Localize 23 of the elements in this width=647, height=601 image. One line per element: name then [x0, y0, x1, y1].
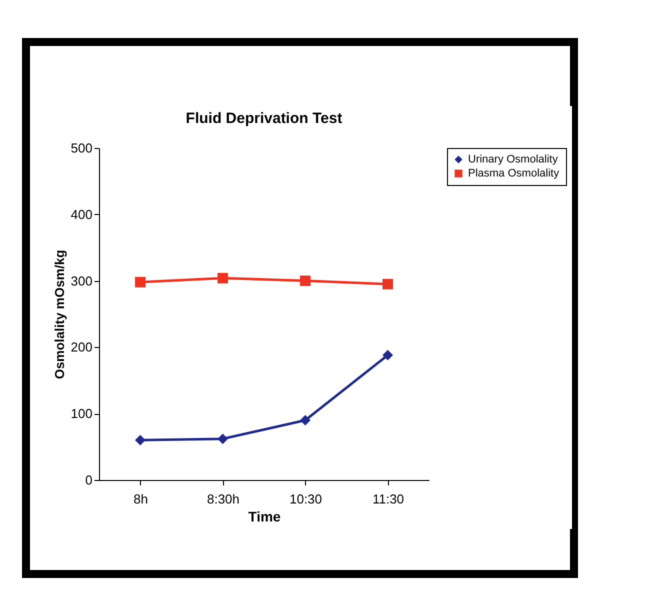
x-tick-label: 10:30	[289, 492, 322, 506]
y-tick-label: 0	[85, 472, 92, 488]
x-tick-label: 8:30h	[206, 492, 240, 506]
chart-title: Fluid Deprivation Test	[186, 110, 342, 127]
y-axis-title: Osmolality mOsm/kg	[52, 250, 67, 380]
legend-label: Plasma Osmolality	[468, 168, 560, 180]
point	[218, 272, 228, 284]
point	[300, 414, 310, 426]
x-tick-label: 8h	[134, 492, 148, 506]
point	[135, 276, 146, 288]
x-tick-label: 11:30	[372, 492, 404, 506]
y-tick-label: 500	[70, 140, 92, 156]
legend-label: Urinary Osmolality	[468, 154, 558, 166]
point	[300, 276, 310, 286]
point	[382, 350, 393, 360]
y-tick-label: 300	[70, 273, 92, 288]
y-tick-label: 200	[70, 340, 92, 355]
y-tick-label: 400	[70, 206, 92, 222]
x-axis-title: Time	[248, 508, 281, 524]
y-tick-label: 100	[70, 406, 92, 422]
point	[382, 278, 393, 290]
point	[218, 434, 228, 444]
point	[135, 434, 146, 446]
